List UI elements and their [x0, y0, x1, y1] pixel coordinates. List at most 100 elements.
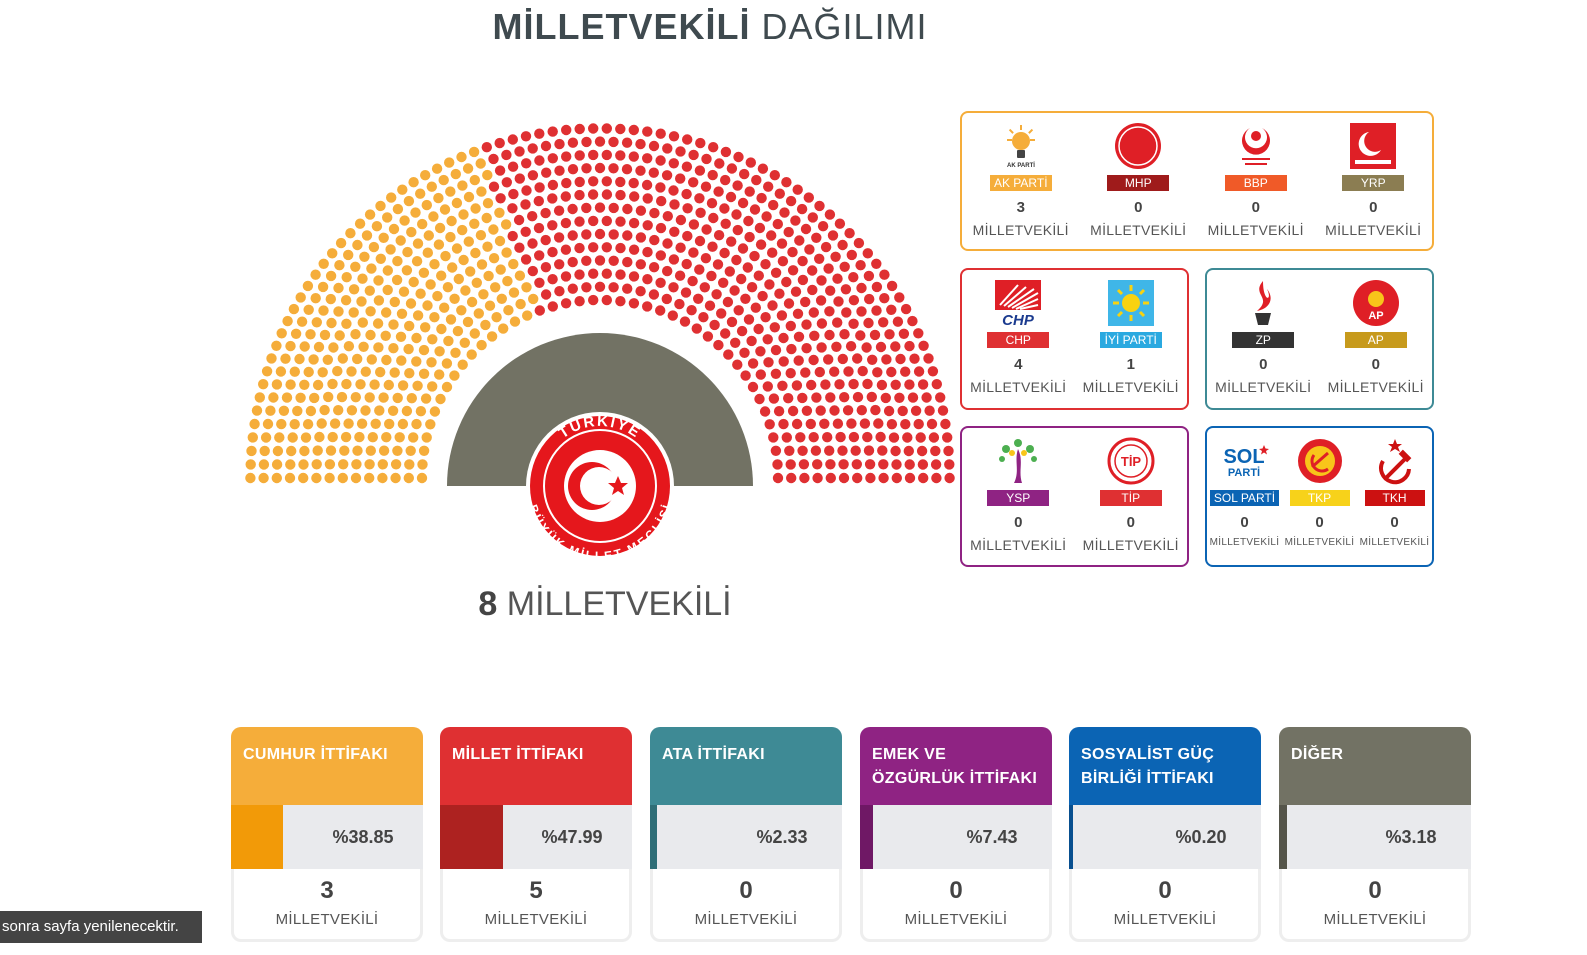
- seat-dot: [720, 218, 731, 229]
- seat-dot: [420, 322, 431, 333]
- party-chp[interactable]: CHP CHP 4 MİLLETVEKİLİ: [968, 278, 1068, 395]
- seat-dot: [451, 243, 463, 254]
- party-zp[interactable]: ZP 0 MİLLETVEKİLİ: [1213, 278, 1313, 395]
- seat-dot: [804, 244, 815, 255]
- seat-dot: [608, 136, 619, 148]
- seat-dot: [415, 188, 426, 199]
- seat-dot: [299, 341, 310, 352]
- alliance-card-millet[interactable]: MİLLET İTTİFAKI %47.99 5 MİLLETVEKİLİ: [440, 727, 632, 942]
- alliance-card-ata[interactable]: ATA İTTİFAKI %2.33 0 MİLLETVEKİLİ: [650, 727, 842, 942]
- seat-dot: [924, 405, 935, 416]
- seat-dot: [417, 459, 428, 470]
- seat-dot: [879, 269, 890, 280]
- seat-dot: [574, 123, 585, 135]
- party-sol[interactable]: SOL PARTİ SOL PARTİ 0 MİLLETVEKİLİ: [1208, 436, 1282, 548]
- svg-text:SOL: SOL: [1223, 446, 1264, 468]
- seat-dot: [786, 343, 797, 355]
- seat-dot: [397, 184, 408, 195]
- party-tip[interactable]: TİP TİP 0 MİLLETVEKİLİ: [1081, 436, 1181, 553]
- seat-dot: [753, 270, 764, 281]
- seat-dot: [329, 418, 341, 429]
- seat-dot: [720, 174, 731, 186]
- seat-dot: [731, 254, 742, 266]
- seat-dot: [501, 149, 512, 161]
- seat-dot: [729, 285, 740, 296]
- seat-dot: [581, 255, 592, 266]
- alliance-card-cumhur[interactable]: CUMHUR İTTİFAKI %38.85 3 MİLLETVEKİLİ: [231, 727, 423, 942]
- refresh-toast: sonra sayfa yenilenecektir.: [0, 911, 202, 943]
- seat-dot: [864, 293, 875, 305]
- party-tkh[interactable]: TKH 0 MİLLETVEKİLİ: [1358, 436, 1432, 548]
- party-ap[interactable]: AP AP 0 MİLLETVEKİLİ: [1326, 278, 1426, 395]
- seat-dot: [588, 149, 599, 161]
- seat-dot: [668, 185, 679, 196]
- seat-dot: [457, 359, 468, 370]
- seat-dot: [496, 293, 507, 304]
- seat-dot: [540, 262, 552, 273]
- seat-dot: [739, 347, 750, 358]
- seat-dot: [457, 180, 468, 191]
- seat-dot: [648, 289, 660, 300]
- seat-dot: [774, 188, 785, 199]
- seat-dot: [791, 418, 803, 430]
- seat-dot: [668, 131, 680, 142]
- seat-dot: [418, 267, 430, 278]
- seat-dot: [370, 418, 381, 429]
- seat-dot: [615, 123, 626, 135]
- seat-dot: [434, 222, 446, 234]
- seat-dot: [754, 393, 765, 405]
- seat-dot: [834, 218, 846, 229]
- seat-dot: [327, 248, 338, 259]
- seat-dot: [767, 300, 778, 311]
- party-bbp[interactable]: BBP 0 MİLLETVEKİLİ: [1206, 121, 1306, 238]
- seat-dot: [688, 177, 699, 188]
- seat-dot: [553, 205, 565, 216]
- seat-dot: [814, 200, 825, 212]
- party-mhp[interactable]: MHP 0 MİLLETVEKİLİ: [1088, 121, 1188, 238]
- alliance-card-sosyalist[interactable]: SOSYALİST GÜÇ BİRLİĞİ İTTİFAKI %0.20 0 M…: [1069, 727, 1261, 942]
- seat-dot: [313, 341, 325, 353]
- seat-dot: [495, 193, 506, 204]
- party-yrp[interactable]: YRP 0 MİLLETVEKİLİ: [1323, 121, 1423, 238]
- alliance-card-diger[interactable]: DİĞER %3.18 0 MİLLETVEKİLİ: [1279, 727, 1471, 942]
- seat-dot: [892, 316, 904, 327]
- seat-dot: [275, 366, 287, 377]
- seat-dot: [682, 230, 693, 242]
- seat-dot: [797, 274, 809, 286]
- seat-dot: [601, 149, 612, 161]
- seat-dot: [781, 177, 792, 188]
- alliance-card-emek[interactable]: EMEK VE ÖZGÜRLÜK İTTİFAKI %7.43 0 MİLLET…: [860, 727, 1052, 942]
- seat-dot: [378, 392, 389, 403]
- seat-dot: [298, 459, 309, 470]
- group-ata: ZP 0 MİLLETVEKİLİ AP AP 0 MİLLETVEKİLİ: [1205, 268, 1434, 410]
- seat-dot: [445, 314, 457, 325]
- party-tkp[interactable]: TKP 0 MİLLETVEKİLİ: [1283, 436, 1357, 548]
- seat-dot: [422, 300, 433, 311]
- tbmm-seal: TÜRKİYE BÜYÜK MİLLET MECLİSİ: [526, 412, 674, 563]
- seat-dot: [311, 472, 322, 484]
- seat-dot: [628, 151, 639, 162]
- party-iyi[interactable]: İYİ PARTİ 1 MİLLETVEKİLİ: [1081, 278, 1181, 395]
- seat-dot: [913, 366, 925, 377]
- seat-dot: [507, 230, 518, 242]
- party-ysp[interactable]: YSP 0 MİLLETVEKİLİ: [968, 436, 1068, 553]
- seat-dot: [392, 203, 404, 215]
- seat-dot: [837, 239, 848, 251]
- seat-dot: [662, 211, 673, 222]
- group-emek: YSP 0 MİLLETVEKİLİ TİP TİP 0 MİLLETVEKİL…: [960, 426, 1189, 567]
- seat-dot: [411, 256, 423, 267]
- seat-dot: [285, 379, 296, 390]
- seat-dot: [722, 296, 734, 308]
- seat-dot: [816, 342, 827, 353]
- party-name: CHP: [987, 332, 1050, 348]
- seat-dot: [628, 244, 640, 255]
- seat-dot: [615, 269, 626, 280]
- seat-dot: [332, 365, 343, 377]
- seat-dot: [733, 151, 744, 163]
- seat-dot: [426, 357, 437, 368]
- seat-dot: [311, 317, 322, 328]
- seat-dot: [441, 358, 453, 369]
- party-akp[interactable]: AK PARTİ AK PARTİ 3 MİLLETVEKİLİ: [971, 121, 1071, 238]
- seat-dot: [928, 432, 940, 443]
- seat-dot: [319, 404, 330, 416]
